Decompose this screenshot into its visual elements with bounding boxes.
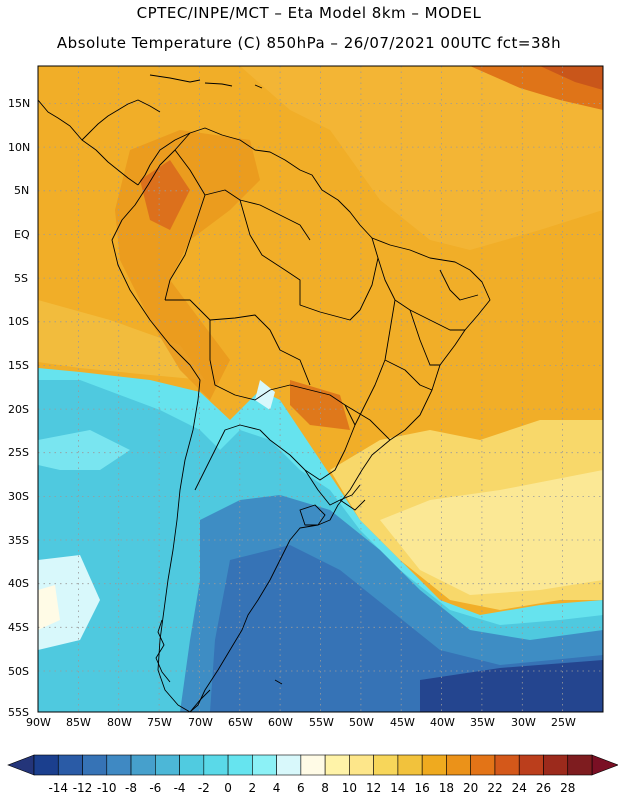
colorbar-tick-label: 22 <box>487 781 502 795</box>
colorbar-tick-label: -10 <box>97 781 117 795</box>
colorbar-swatch <box>33 754 59 776</box>
map-frame <box>37 65 604 713</box>
colorbar-tick-label: 14 <box>390 781 405 795</box>
colorbar-swatch <box>446 754 471 776</box>
lon-label: 60W <box>268 716 293 729</box>
lon-label: 45W <box>390 716 415 729</box>
title-line-1: CPTEC/INPE/MCT – Eta Model 8km – MODEL <box>136 4 482 22</box>
lon-label: 40W <box>430 716 455 729</box>
field-pale-yellow <box>380 470 603 595</box>
colorbar-tick-label: 12 <box>366 781 381 795</box>
colorbar-tick-label: 2 <box>249 781 257 795</box>
colorbar-swatch <box>227 754 253 776</box>
colorbar-tick-label: 20 <box>463 781 478 795</box>
lat-label: 55S <box>8 706 29 719</box>
field-hotter-ne <box>540 66 603 90</box>
colorbar-swatch <box>276 754 302 776</box>
colorbar-swatch <box>543 754 569 776</box>
lat-label: 35S <box>8 534 29 547</box>
colorbar-swatch <box>57 754 83 776</box>
lat-label: 25S <box>8 446 29 459</box>
lat-label: 40S <box>8 577 29 590</box>
colorbar-tick-label: -2 <box>198 781 210 795</box>
field-blue-darkest <box>420 660 603 712</box>
lat-label: 10S <box>8 315 29 328</box>
colorbar-swatch <box>373 754 399 776</box>
colorbar-swatch <box>300 754 326 776</box>
field-paraguay-hot <box>290 380 350 430</box>
colorbar-swatch <box>203 754 229 776</box>
colorbar-tick-label: 18 <box>439 781 454 795</box>
lat-label: 5S <box>14 272 28 285</box>
lon-label: 80W <box>107 716 132 729</box>
colorbar-tick-label: -14 <box>48 781 68 795</box>
field-light-cyan-west <box>38 430 130 470</box>
colorbar-swatch <box>324 754 350 776</box>
lat-label: 45S <box>8 621 29 634</box>
colorbar: -14 -12 -10 -8 -6 -4 -2 0 2 4 6 8 10 12 14 16 18 20 22 24 26… <box>7 754 618 795</box>
colorbar-swatch <box>106 754 132 776</box>
colorbar-tick-label: 4 <box>273 781 281 795</box>
lat-label: 15S <box>8 359 29 372</box>
graticule <box>38 66 603 712</box>
field-pale-chaco <box>255 380 275 410</box>
colorbar-swatch <box>470 754 496 776</box>
colorbar-swatch <box>567 754 593 776</box>
colorbar-tick-label: -8 <box>125 781 137 795</box>
lon-label: 35W <box>470 716 495 729</box>
lon-label: 85W <box>66 716 91 729</box>
lon-label: 55W <box>309 716 334 729</box>
colorbar-tick-label: -6 <box>149 781 161 795</box>
lon-label: 65W <box>228 716 253 729</box>
lat-label: EQ <box>14 228 30 241</box>
colorbar-swatch <box>518 754 544 776</box>
colorbar-tick-label: 24 <box>512 781 527 795</box>
title-line-2: Absolute Temperature (C) 850hPa – 26/07/… <box>56 34 562 52</box>
colorbar-swatch <box>252 754 277 776</box>
colorbar-tick-label: -4 <box>174 781 186 795</box>
colorbar-tick-label: 10 <box>342 781 357 795</box>
lon-label: 25W <box>551 716 576 729</box>
lat-label: 10N <box>8 141 30 154</box>
field-cream-west <box>38 585 60 630</box>
field-pacific-warm <box>38 300 205 380</box>
colorbar-swatch <box>349 754 374 776</box>
colorbar-swatch <box>494 754 520 776</box>
lon-label: 70W <box>188 716 213 729</box>
lon-label: 90W <box>26 716 51 729</box>
lat-label: 50S <box>8 665 29 678</box>
colorbar-arrow-high <box>591 754 618 776</box>
colorbar-swatch <box>82 754 108 776</box>
colorbar-swatch <box>130 754 156 776</box>
colorbar-tick-label: 26 <box>536 781 551 795</box>
temperature-field <box>38 66 603 712</box>
colorbar-swatch <box>421 754 447 776</box>
field-warm-atlantic <box>240 66 603 250</box>
latitude-labels: 15N 10N 5N EQ 5S 10S 15S 20S 25S 30S 35S… <box>8 97 30 719</box>
lon-label: 75W <box>147 716 172 729</box>
colorbar-tick-label: 28 <box>560 781 575 795</box>
colorbar-tick-label: 0 <box>224 781 232 795</box>
colorbar-tick-label: 8 <box>321 781 329 795</box>
lat-label: 15N <box>8 97 30 110</box>
colorbar-swatch <box>397 754 423 776</box>
colorbar-tick-label: 16 <box>415 781 430 795</box>
lon-label: 30W <box>511 716 536 729</box>
country-borders <box>38 74 491 712</box>
lat-label: 30S <box>8 490 29 503</box>
colorbar-arrow-low <box>7 754 35 776</box>
colorbar-swatch <box>179 754 205 776</box>
lon-label: 50W <box>349 716 374 729</box>
field-pale-west <box>38 555 100 650</box>
colorbar-tick-label: 6 <box>297 781 305 795</box>
colorbar-swatch <box>155 754 180 776</box>
lat-label: 20S <box>8 403 29 416</box>
lat-label: 5N <box>14 184 29 197</box>
colorbar-tick-label: -12 <box>73 781 93 795</box>
longitude-labels: 90W 85W 80W 75W 70W 65W 60W 55W 50W 45W … <box>26 716 576 729</box>
